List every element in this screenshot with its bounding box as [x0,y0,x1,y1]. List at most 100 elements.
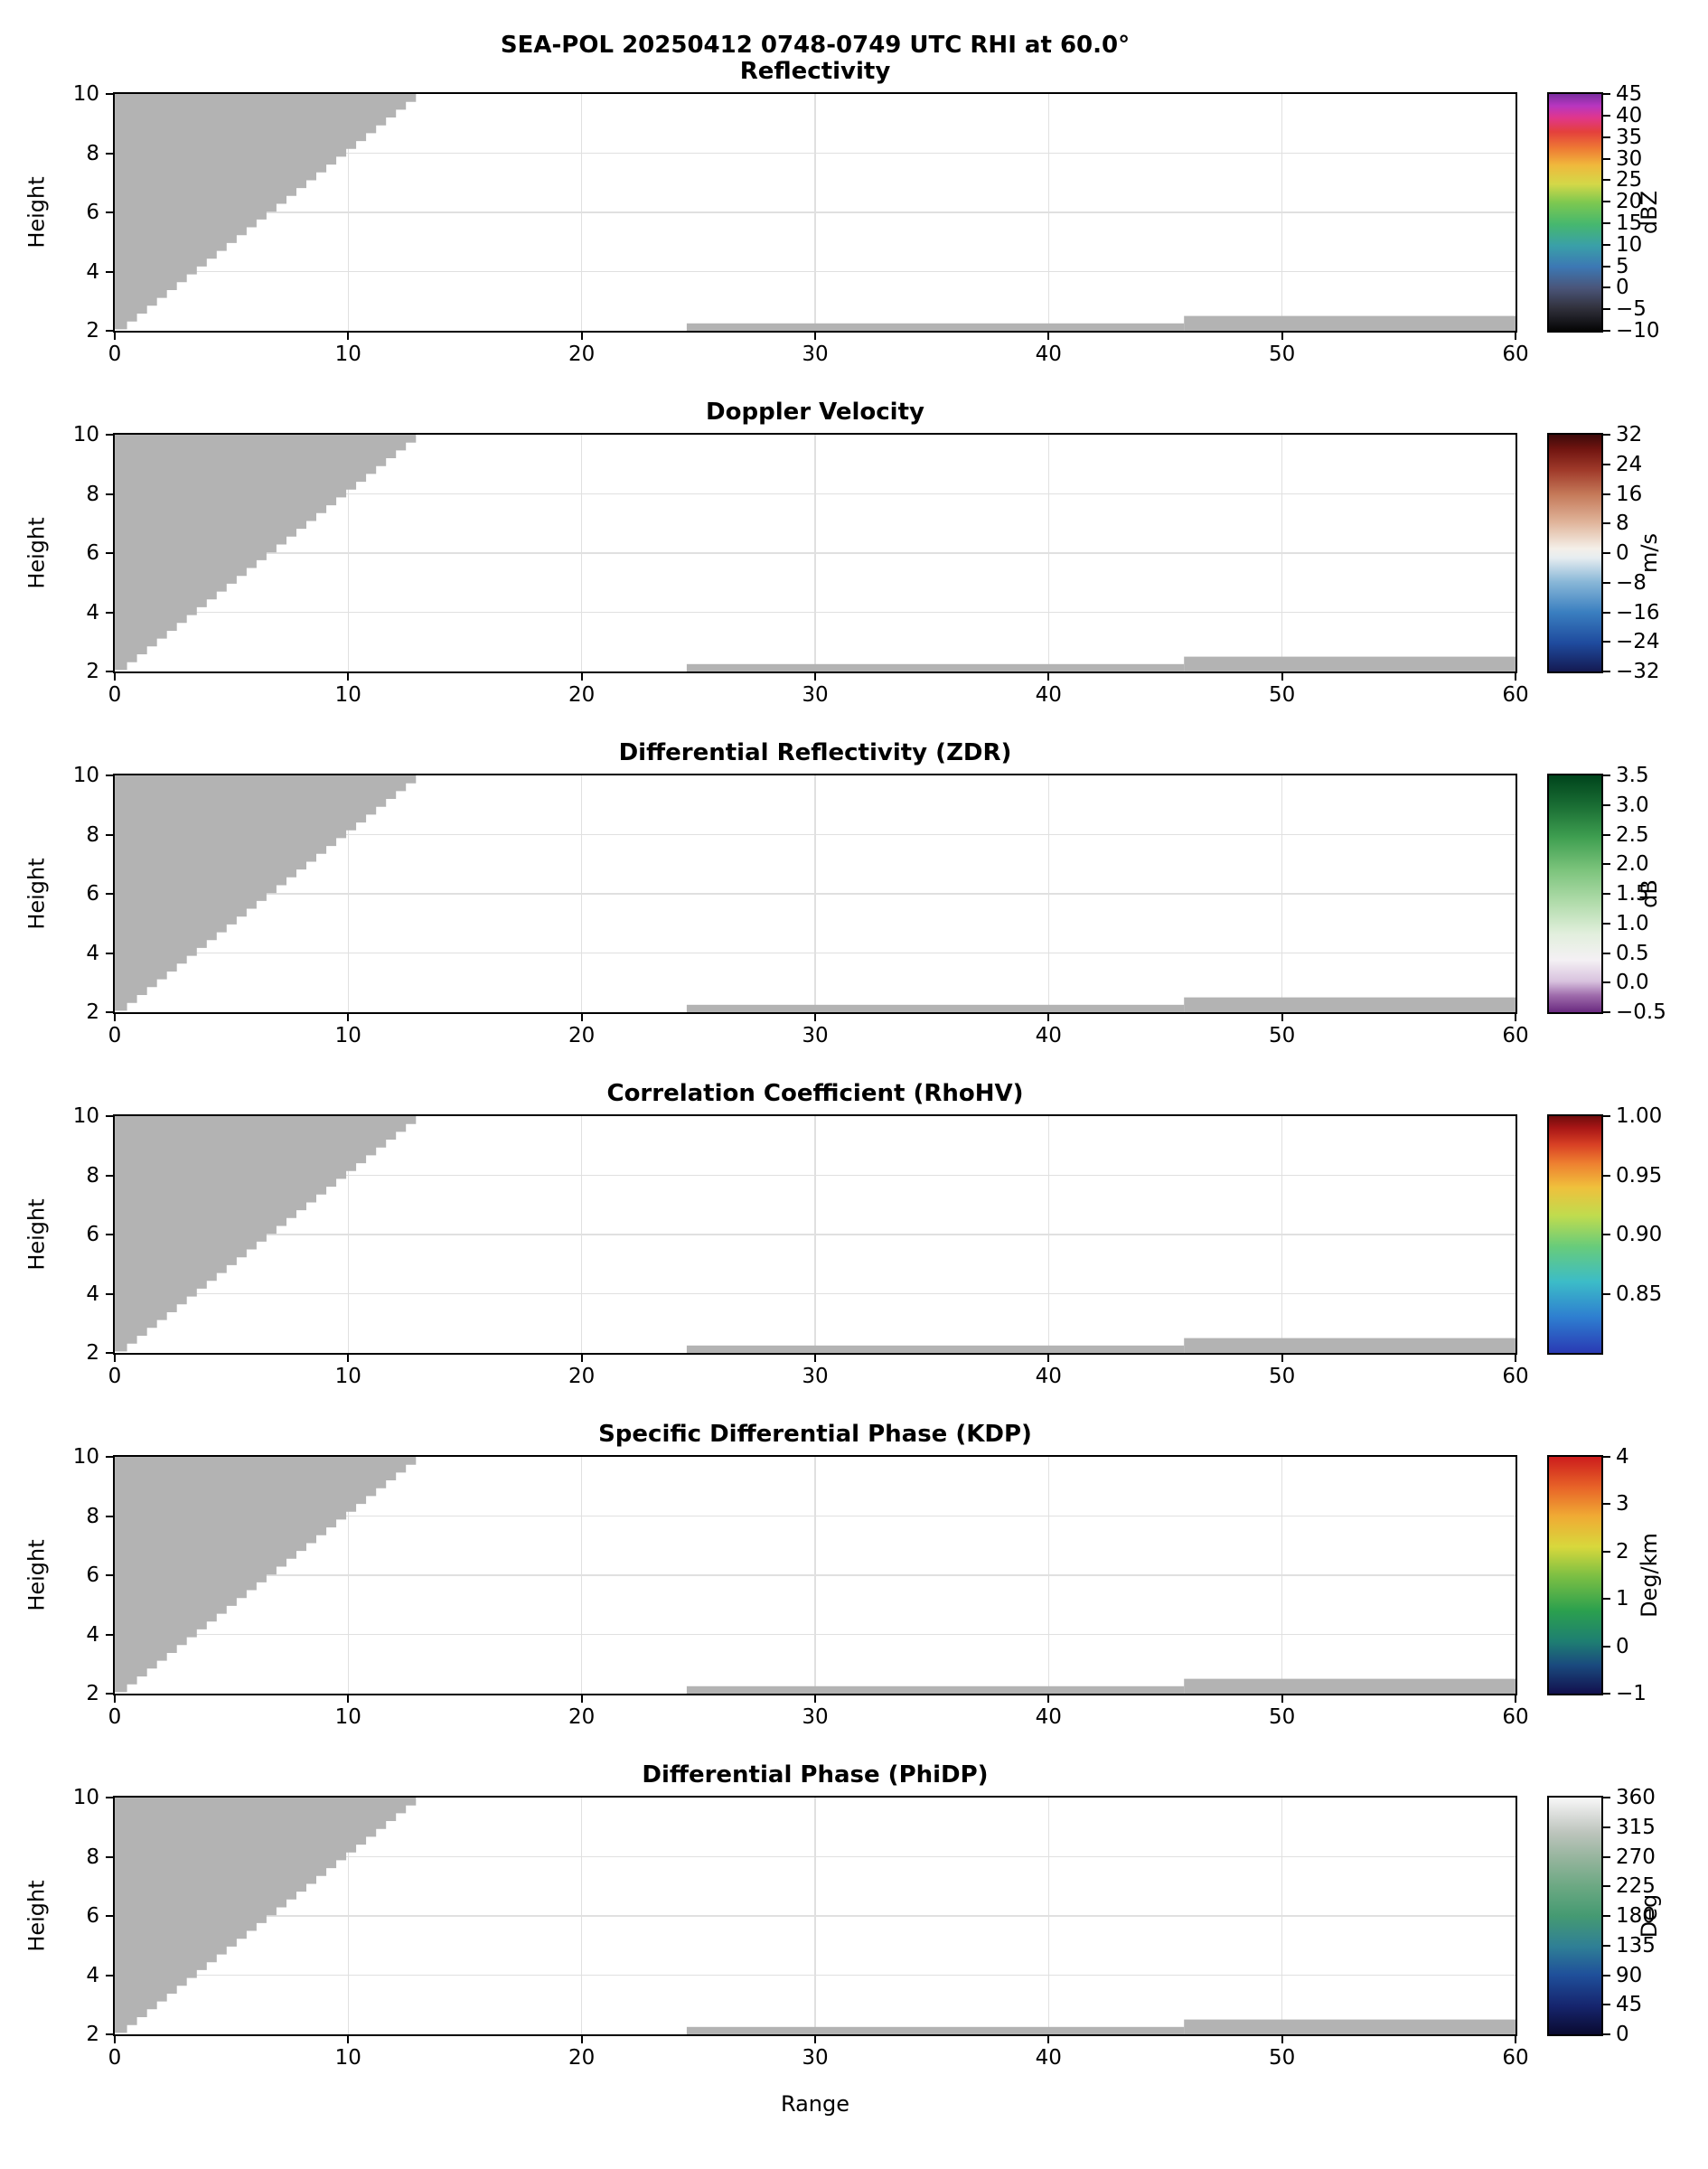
colorbar-tick-label: −8 [1616,570,1647,595]
grid-line-y [115,152,1516,155]
x-tick [347,673,350,681]
colorbar-tick-label: 0 [1616,2023,1629,2046]
colorbar-tick-label: 2.5 [1616,822,1649,847]
x-tick [1281,1355,1283,1362]
colorbar [1547,1455,1603,1695]
colorbar-tick [1603,1292,1610,1295]
x-tick-label: 30 [802,1705,829,1729]
colorbar-tick [1603,1234,1610,1235]
colorbar-tick-label: −1 [1616,1682,1647,1705]
x-tick [347,2036,350,2043]
colorbar-tick [1603,463,1610,465]
grid-line-y [115,833,1516,836]
colorbar-tick-label: 35 [1616,125,1643,149]
colorbar-unit-wrap: Deg [1633,1798,1666,2034]
echo-layer-region [686,663,1185,671]
x-tick-label: 60 [1502,343,1529,366]
y-axis-label-wrap: Height [23,94,51,331]
echo-wedge-region [115,775,417,1011]
y-tick-label: 6 [86,201,99,224]
y-tick-label: 6 [86,882,99,906]
x-tick [814,2036,816,2043]
x-tick-label: 50 [1269,1705,1296,1729]
x-tick [580,1355,583,1362]
colorbar-unit-wrap: dB [1633,775,1666,1012]
x-tick-label: 60 [1502,1024,1529,1047]
colorbar-tick-label: 3 [1616,1492,1629,1516]
grid-line-y [115,952,1516,954]
echo-wedge-region [115,435,417,671]
x-tick [1047,1695,1050,1703]
y-tick-label: 10 [72,764,99,787]
colorbar-tick [1603,2004,1610,2006]
colorbar [1547,433,1603,673]
y-tick [106,1292,113,1295]
x-tick-label: 10 [334,2046,361,2070]
colorbar-tick [1603,308,1610,311]
colorbar-tick-label: 30 [1616,146,1643,171]
echo-layer-region [686,1345,1185,1353]
y-tick-label: 2 [86,1341,99,1365]
colorbar-unit-label: m/s [1637,533,1662,573]
y-tick-label: 8 [86,1845,99,1869]
y-tick-label: 6 [86,541,99,565]
y-tick-label: 4 [86,941,99,965]
y-tick [106,1855,113,1858]
y-axis-label: Height [24,858,50,930]
colorbar-tick [1603,1797,1610,1798]
x-tick [814,1014,816,1021]
x-tick [1281,1014,1283,1021]
x-tick [1515,1014,1516,1021]
y-tick-label: 4 [86,1282,99,1306]
x-tick-label: 30 [802,343,829,366]
plot-area-border [113,1455,1517,1695]
x-tick [580,673,583,681]
x-tick [580,333,583,340]
panel-title: Specific Differential Phase (KDP) [598,1421,1032,1448]
y-tick [106,1693,113,1695]
y-tick-label: 8 [86,1163,99,1188]
x-tick-label: 10 [334,1024,361,1047]
colorbar-unit-label: dB [1636,879,1662,908]
x-tick [1515,1355,1516,1362]
y-tick [106,270,113,273]
y-tick [106,671,113,672]
echo-regions [115,775,1516,1012]
y-tick [106,330,113,332]
echo-layer-region [1184,1678,1516,1694]
y-tick-label: 10 [72,1445,99,1469]
y-tick [106,1011,113,1013]
x-tick-label: 30 [802,683,829,707]
colorbar-unit-label: Deg [1637,1893,1663,1939]
echo-layer-region [686,323,1185,331]
colorbar-tick [1603,1974,1610,1977]
panel-title: Differential Reflectivity (ZDR) [618,739,1012,766]
grid-line-y [115,1292,1516,1295]
colorbar-tick-label: 180 [1616,1904,1656,1928]
echo-layer-region [686,2026,1185,2034]
colorbar-tick [1603,114,1610,117]
y-tick-label: 2 [86,2023,99,2046]
x-tick [580,2036,583,2043]
echo-layer-region [1184,997,1516,1012]
y-tick [106,952,113,954]
y-tick-label: 10 [72,1104,99,1128]
colorbar-tick-label: 45 [1616,1993,1643,2017]
colorbar-tick-label: −10 [1616,319,1660,343]
colorbar-tick [1603,1503,1610,1506]
x-tick-label: 30 [802,1024,829,1047]
x-tick-label: 60 [1502,2046,1529,2070]
colorbar-tick-label: 3.0 [1616,793,1649,817]
colorbar-tick [1603,1826,1610,1828]
echo-layer-region [1184,1338,1516,1353]
colorbar-tick [1603,1456,1610,1458]
y-tick [106,1797,113,1798]
x-tick-label: 20 [568,683,596,707]
colorbar-tick [1603,863,1610,866]
colorbar-unit-wrap: m/s [1633,435,1666,671]
colorbar-tick-label: 2.0 [1616,852,1649,877]
grid-line-y [115,1234,1516,1235]
colorbar-tick [1603,671,1610,672]
y-tick-label: 8 [86,1504,99,1528]
panel-title: Correlation Coefficient (RhoHV) [606,1080,1024,1107]
